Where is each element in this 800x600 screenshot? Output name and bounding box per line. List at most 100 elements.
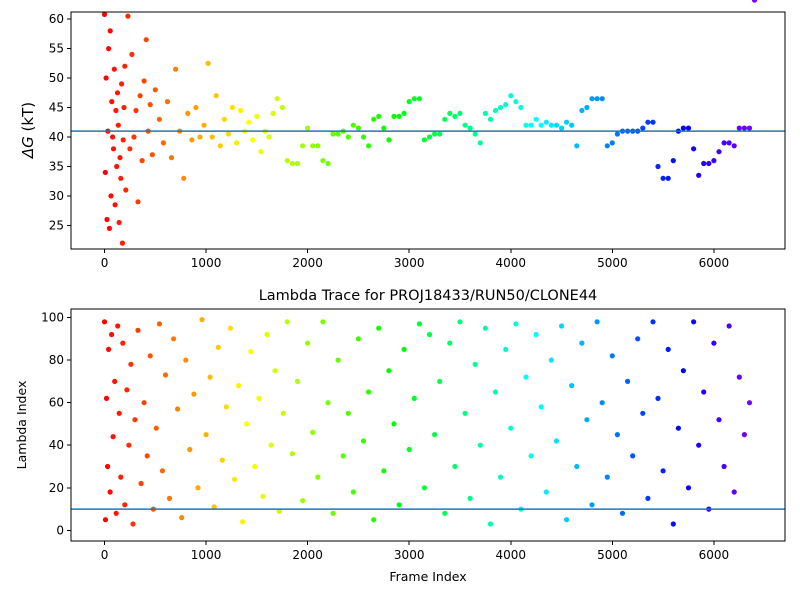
- lambda-point: [675, 425, 682, 431]
- delta-g-point: [721, 140, 727, 146]
- delta-g-point: [355, 125, 361, 131]
- lambda-point: [223, 404, 229, 410]
- lambda-point: [118, 474, 124, 480]
- lambda-point: [289, 451, 295, 457]
- lambda-point: [746, 400, 753, 406]
- delta-g-point: [279, 104, 285, 111]
- delta-g-point: [149, 152, 155, 158]
- lambda-point: [107, 489, 113, 495]
- delta-g-point: [457, 110, 463, 116]
- delta-g-point: [640, 125, 646, 131]
- delta-g-point: [101, 11, 108, 17]
- lambda-point: [391, 421, 397, 427]
- lambda-point: [264, 331, 270, 338]
- delta-g-y-tick-label: 40: [49, 130, 64, 144]
- delta-g-y-tick-label: 55: [49, 42, 64, 56]
- delta-g-point: [421, 137, 427, 143]
- lambda-chart-title: Lambda Trace for PROJ18433/RUN50/CLONE44: [259, 288, 598, 304]
- lambda-point: [498, 474, 504, 480]
- delta-g-point: [655, 163, 661, 170]
- delta-g-y-axis-label: ΔG (kT): [19, 102, 37, 159]
- delta-g-point: [234, 140, 240, 146]
- lambda-point: [122, 502, 128, 508]
- delta-g-point: [173, 66, 179, 72]
- delta-g-point: [114, 90, 121, 96]
- delta-g-x-tick-label: 2000: [292, 256, 323, 270]
- lambda-point: [211, 504, 217, 510]
- lambda-point: [467, 495, 473, 501]
- lambda-point: [665, 346, 671, 352]
- delta-g-point: [300, 143, 306, 149]
- lambda-point: [579, 340, 585, 346]
- lambda-point: [256, 395, 262, 401]
- lambda-point: [736, 374, 742, 380]
- delta-g-point: [584, 104, 590, 111]
- lambda-point: [477, 442, 483, 448]
- lambda-point: [252, 463, 258, 470]
- delta-g-point: [201, 122, 207, 128]
- lambda-point: [166, 495, 173, 501]
- lambda-points: [101, 0, 758, 527]
- delta-g-point: [294, 160, 301, 167]
- delta-g-point: [197, 134, 203, 140]
- lambda-point: [335, 357, 341, 363]
- lambda-point: [508, 425, 514, 431]
- delta-g-point: [111, 66, 117, 72]
- lambda-point: [207, 374, 213, 380]
- delta-g-point: [391, 113, 397, 119]
- lambda-point: [109, 331, 115, 338]
- lambda-point: [159, 468, 165, 474]
- lambda-point: [124, 387, 130, 393]
- lambda-point: [305, 340, 311, 346]
- lambda-point: [751, 0, 758, 3]
- delta-g-point: [229, 104, 236, 111]
- delta-g-point: [107, 28, 113, 34]
- delta-g-point: [645, 119, 651, 125]
- delta-g-point: [574, 143, 580, 149]
- lambda-point: [635, 336, 641, 342]
- delta-g-y-tick-label: 45: [49, 101, 64, 115]
- lambda-point: [132, 417, 138, 423]
- lambda-point: [120, 340, 126, 346]
- delta-g-point: [246, 119, 252, 125]
- delta-g-y-ticks: 25 30 35 40 45 50 55 60: [49, 12, 71, 232]
- delta-g-point: [569, 122, 575, 128]
- delta-g-point: [289, 160, 295, 167]
- lambda-y-ticks: 0 20 40 60 80 100: [41, 311, 71, 537]
- delta-g-point: [487, 116, 494, 122]
- delta-g-point: [213, 93, 219, 99]
- lambda-point: [442, 510, 448, 516]
- delta-g-y-tick-label: 25: [49, 218, 64, 232]
- lambda-point: [276, 508, 282, 514]
- delta-g-point: [432, 131, 438, 137]
- delta-g-point: [599, 96, 605, 102]
- lambda-point: [138, 480, 144, 487]
- delta-g-point: [160, 140, 166, 146]
- lambda-point: [144, 453, 150, 459]
- delta-g-point: [115, 122, 121, 128]
- delta-g-y-tick-label: 60: [49, 12, 64, 26]
- lambda-point: [538, 404, 544, 410]
- delta-g-point: [274, 96, 280, 102]
- lambda-point: [195, 485, 201, 491]
- lambda-point: [162, 372, 169, 378]
- lambda-point: [102, 517, 109, 523]
- delta-g-point: [437, 131, 443, 137]
- delta-g-point: [335, 131, 341, 137]
- delta-g-point: [141, 78, 147, 84]
- delta-g-point: [270, 110, 276, 116]
- lambda-point: [559, 323, 565, 329]
- lambda-point: [396, 502, 402, 508]
- lambda-point: [340, 453, 346, 459]
- lambda-point: [523, 374, 529, 380]
- lambda-point: [236, 383, 242, 389]
- delta-g-point: [156, 116, 162, 122]
- delta-g-point: [122, 63, 128, 69]
- lambda-point: [371, 517, 377, 523]
- lambda-point: [366, 389, 372, 395]
- lambda-x-tick-label: 6000: [699, 548, 730, 562]
- delta-g-y-tick-label: 30: [49, 189, 64, 203]
- lambda-y-tick-label: 0: [56, 523, 64, 537]
- delta-g-point: [121, 104, 127, 111]
